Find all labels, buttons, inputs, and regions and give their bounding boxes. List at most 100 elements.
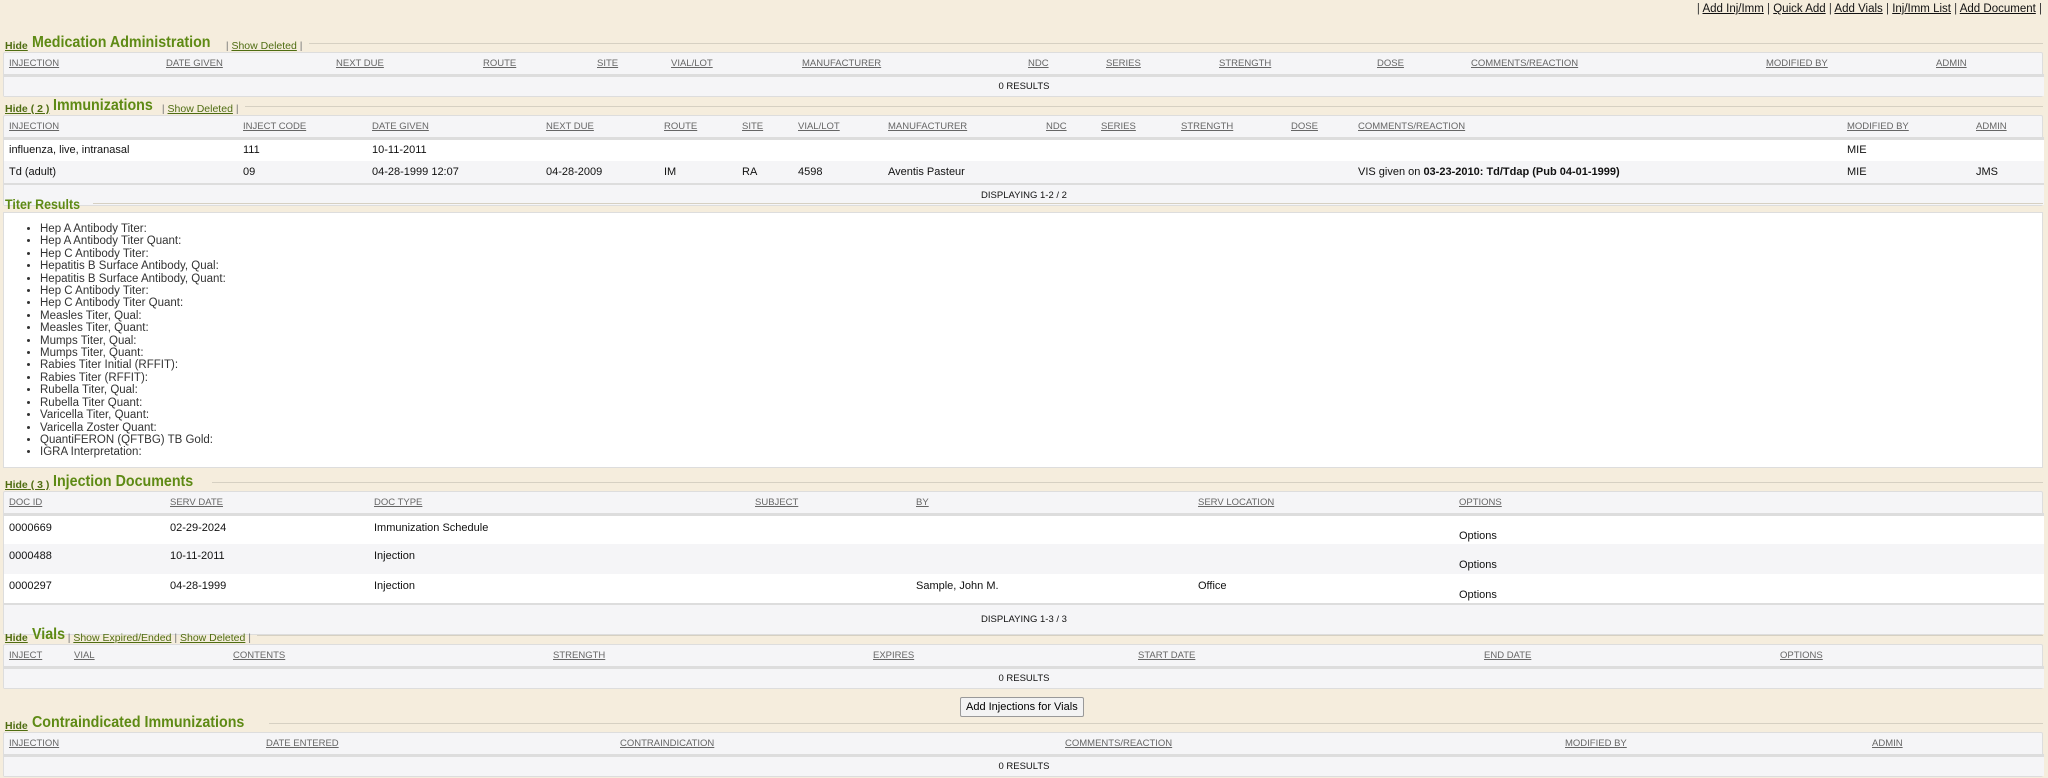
column-header-manufacturer[interactable]: MANUFACTURER [797,53,1023,77]
column-header-site[interactable]: SITE [737,116,793,140]
show-deleted-link[interactable]: Show Deleted [167,103,233,115]
column-header-dose[interactable]: DOSE [1286,116,1353,140]
column-header-injection[interactable]: INJECTION [4,116,238,140]
column-header-by[interactable]: BY [911,492,1193,516]
column-header-subject[interactable]: SUBJECT [750,492,911,516]
column-header-contraindication[interactable]: CONTRAINDICATION [615,733,1060,757]
column-header-end-date[interactable]: END DATE [1479,645,1775,669]
top-link-add-vials[interactable]: Add Vials [1834,3,1883,15]
table-footer: DISPLAYING 1-3 / 3 [4,603,2044,634]
top-link-add-inj-imm[interactable]: Add Inj/Imm [1702,3,1764,15]
table-cell: IM [659,161,737,184]
options-link[interactable]: Options [1454,544,2044,574]
column-header-series[interactable]: SERIES [1101,53,1214,77]
titer-item: Rubella Titer, Qual: [40,384,2042,396]
titer-item: QuantiFERON (QFTBG) TB Gold: [40,434,2042,446]
column-header-dose[interactable]: DOSE [1372,53,1466,77]
column-header-vial-lot[interactable]: VIAL/LOT [666,53,797,77]
top-link-inj-imm-list[interactable]: Inj/Imm List [1892,3,1951,15]
show-deleted-link[interactable]: Show Deleted [179,632,246,644]
table-cell: 02-29-2024 [165,514,369,544]
table-cell: 4598 [793,161,883,184]
hide-link[interactable]: Hide ( 2 ) [5,103,50,115]
titer-item: Hep A Antibody Titer: [40,223,2042,235]
table-cell [1176,161,1286,184]
hide-link[interactable]: Hide ( 3 ) [5,479,50,491]
table-cell: 04-28-1999 [165,574,369,604]
table-cell: 0000669 [4,514,165,544]
column-header-route[interactable]: ROUTE [659,116,737,140]
table-cell [1096,161,1176,184]
column-header-strength[interactable]: STRENGTH [1214,53,1372,77]
column-header-strength[interactable]: STRENGTH [1176,116,1286,140]
table-cell: Immunization Schedule [369,514,750,544]
contraindicated-immunizations-section: Hide Contraindicated Immunizations INJECT… [3,712,2044,777]
options-link[interactable]: Options [1454,574,2044,604]
column-header-date-entered[interactable]: DATE ENTERED [261,733,615,757]
column-header-comments-reaction[interactable]: COMMENTS/REACTION [1353,116,1842,140]
column-header-manufacturer[interactable]: MANUFACTURER [883,116,1041,140]
column-header-route[interactable]: ROUTE [478,53,592,77]
column-header-ndc[interactable]: NDC [1023,53,1101,77]
column-header-contents[interactable]: CONTENTS [228,645,548,669]
column-header-modified-by[interactable]: MODIFIED BY [1560,733,1867,757]
table-row: Td (adult) 09 04-28-1999 12:07 04-28-2009 IM… [4,161,2044,184]
titer-item: Hepatitis B Surface Antibody, Qual: [40,260,2042,272]
column-header-serv-date[interactable]: SERV DATE [165,492,369,516]
table-cell [911,544,1193,574]
column-header-date-given[interactable]: DATE GIVEN [367,116,541,140]
column-header-doc-type[interactable]: DOC TYPE [369,492,750,516]
column-header-series[interactable]: SERIES [1096,116,1176,140]
show-expired-ended-link[interactable]: Show Expired/Ended [73,632,172,644]
add-injections-for-vials-button[interactable]: Add Injections for Vials [960,697,1084,717]
top-link-quick-add[interactable]: Quick Add [1773,3,1826,15]
column-header-modified-by[interactable]: MODIFIED BY [1761,53,1931,77]
column-header-ndc[interactable]: NDC [1041,116,1096,140]
titer-item: IGRA Interpretation: [40,446,2042,458]
table-cell [883,138,1041,161]
column-header-expires[interactable]: EXPIRES [868,645,1133,669]
table-row: influenza, live, intranasal 111 10-11-2011… [4,138,2044,161]
show-deleted-link[interactable]: Show Deleted [231,40,297,52]
top-link-add-document[interactable]: Add Document [1959,3,2036,15]
column-header-site[interactable]: SITE [592,53,666,77]
column-header-options[interactable]: OPTIONS [1775,645,2044,669]
column-header-start-date[interactable]: START DATE [1133,645,1479,669]
titer-item: Rubella Titer Quant: [40,397,2042,409]
column-header-admin[interactable]: ADMIN [1867,733,2044,757]
column-header-inject[interactable]: INJECT [4,645,69,669]
titer-item: Hep C Antibody Titer: [40,248,2042,260]
table-cell: 10-11-2011 [367,138,541,161]
column-header-next-due[interactable]: NEXT DUE [331,53,478,77]
column-header-injection[interactable]: INJECTION [4,733,261,757]
column-header-next-due[interactable]: NEXT DUE [541,116,659,140]
column-header-comments-reaction[interactable]: COMMENTS/REACTION [1466,53,1761,77]
column-header-inject-code[interactable]: INJECT CODE [238,116,367,140]
column-header-injection[interactable]: INJECTION [4,53,161,77]
column-header-modified-by[interactable]: MODIFIED BY [1842,116,1971,140]
results-count: 0 RESULTS [4,666,2044,688]
injection-documents-section: Hide ( 3 ) Injection Documents DOC ID SERV… [3,471,2044,635]
column-header-vial[interactable]: VIAL [69,645,228,669]
column-header-date-given[interactable]: DATE GIVEN [161,53,331,77]
column-header-doc-id[interactable]: DOC ID [4,492,165,516]
column-header-admin[interactable]: ADMIN [1971,116,2044,140]
hide-link[interactable]: Hide [5,632,28,644]
column-header-vial-lot[interactable]: VIAL/LOT [793,116,883,140]
column-header-comments-reaction[interactable]: COMMENTS/REACTION [1060,733,1560,757]
options-link[interactable]: Options [1454,514,2044,544]
table-cell [793,138,883,161]
column-header-admin[interactable]: ADMIN [1931,53,2044,77]
titer-item: Hep C Antibody Titer Quant: [40,297,2042,309]
table-header-row: INJECTION INJECT CODE DATE GIVEN NEXT DUE RO… [4,116,2044,140]
table-cell: Office [1193,574,1454,604]
column-header-options[interactable]: OPTIONS [1454,492,2044,516]
table-cell [1971,138,2044,161]
hide-link[interactable]: Hide [5,40,28,52]
column-header-serv-location[interactable]: SERV LOCATION [1193,492,1454,516]
column-header-strength[interactable]: STRENGTH [548,645,868,669]
hide-link[interactable]: Hide [5,720,28,732]
table-footer: 0 RESULTS [4,754,2044,776]
table-cell: JMS [1971,161,2044,184]
table-cell [1096,138,1176,161]
